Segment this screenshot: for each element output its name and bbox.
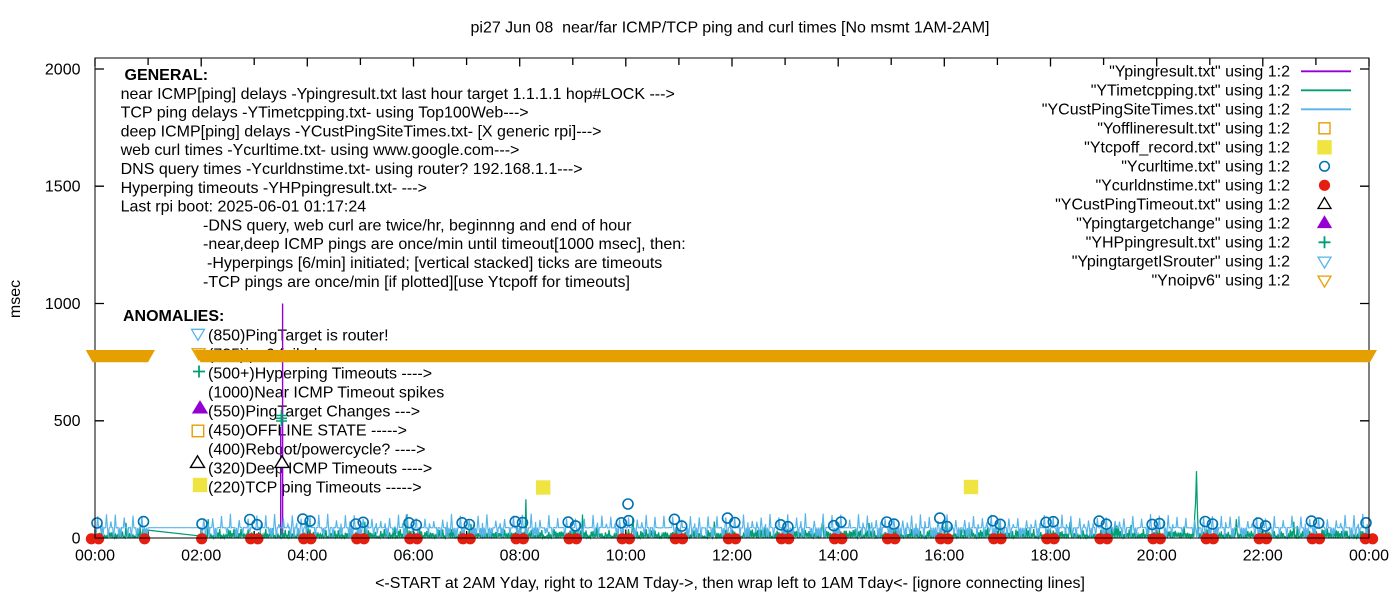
svg-text:(1000)Near ICMP Timeout spikes: (1000)Near ICMP Timeout spikes xyxy=(208,384,444,401)
svg-text:(320)Deep ICMP Timeouts ---->: (320)Deep ICMP Timeouts ----> xyxy=(208,460,432,477)
svg-text:(220)TCP ping Timeouts ----->: (220)TCP ping Timeouts -----> xyxy=(208,479,422,496)
svg-text:14:00: 14:00 xyxy=(818,548,858,565)
svg-text:web curl times -Ycurltime.txt-: web curl times -Ycurltime.txt- using www… xyxy=(120,142,520,159)
svg-text:"Ytcpoff_record.txt" using 1:2: "Ytcpoff_record.txt" using 1:2 xyxy=(1084,140,1290,157)
svg-text:msec: msec xyxy=(7,280,24,318)
svg-text:1500: 1500 xyxy=(45,179,81,196)
svg-text:-near,deep ICMP pings are once: -near,deep ICMP pings are once/min until… xyxy=(203,236,686,253)
svg-text:"YTimetcpping.txt" using 1:2: "YTimetcpping.txt" using 1:2 xyxy=(1091,83,1290,100)
svg-text:"YHPpingresult.txt" using 1:2: "YHPpingresult.txt" using 1:2 xyxy=(1086,235,1290,252)
svg-text:DNS query times -Ycurldnstime.: DNS query times -Ycurldnstime.txt- using… xyxy=(121,161,583,178)
svg-text:1000: 1000 xyxy=(45,296,81,313)
svg-text:"YCustPingSiteTimes.txt" using: "YCustPingSiteTimes.txt" using 1:2 xyxy=(1042,102,1290,119)
svg-text:"Ypingresult.txt" using 1:2: "Ypingresult.txt" using 1:2 xyxy=(1109,64,1290,81)
svg-text:pi27 Jun 08 near/far ICMP/TCP: pi27 Jun 08 near/far ICMP/TCP ping and c… xyxy=(470,20,989,37)
svg-text:0: 0 xyxy=(72,530,81,547)
svg-text:(850)PingTarget is router!: (850)PingTarget is router! xyxy=(208,327,389,344)
svg-text:00:00: 00:00 xyxy=(75,548,115,565)
svg-text:"Yofflineresult.txt" using 1:2: "Yofflineresult.txt" using 1:2 xyxy=(1097,121,1290,138)
svg-text:(400)Reboot/powercycle? ---->: (400)Reboot/powercycle? ----> xyxy=(208,441,425,458)
svg-text:"Ycurltime.txt" using 1:2: "Ycurltime.txt" using 1:2 xyxy=(1121,159,1290,176)
svg-text:ANOMALIES:: ANOMALIES: xyxy=(123,308,224,325)
svg-text:-Hyperpings [6/min] initiated;: -Hyperpings [6/min] initiated; [vertical… xyxy=(207,255,662,272)
svg-text:deep ICMP[ping] delays -YCustP: deep ICMP[ping] delays -YCustPingSiteTim… xyxy=(121,123,602,140)
svg-text:(450)OFFLINE STATE ----->: (450)OFFLINE STATE -----> xyxy=(208,422,407,439)
svg-text:"Ypingtargetchange" using 1:2: "Ypingtargetchange" using 1:2 xyxy=(1076,216,1290,233)
svg-text:22:00: 22:00 xyxy=(1243,548,1283,565)
svg-text:2000: 2000 xyxy=(45,61,81,78)
svg-text:Hyperping timeouts -YHPpingres: Hyperping timeouts -YHPpingresult.txt- -… xyxy=(121,180,427,197)
svg-text:00:00: 00:00 xyxy=(1349,548,1389,565)
svg-text:"Ycurldnstime.txt" using 1:2: "Ycurldnstime.txt" using 1:2 xyxy=(1095,178,1290,195)
svg-text:08:00: 08:00 xyxy=(500,548,540,565)
svg-text:-DNS query, web curl are twice: -DNS query, web curl are twice/hr, begin… xyxy=(203,217,632,234)
svg-text:16:00: 16:00 xyxy=(924,548,964,565)
svg-text:near ICMP[ping] delays -Ypingr: near ICMP[ping] delays -Ypingresult.txt … xyxy=(121,86,675,103)
svg-text:-TCP pings are once/min [if pl: -TCP pings are once/min [if plotted][use… xyxy=(203,274,630,291)
svg-text:"YCustPingTimeout.txt" using 1: "YCustPingTimeout.txt" using 1:2 xyxy=(1055,197,1290,214)
svg-text:"Ynoipv6" using 1:2: "Ynoipv6" using 1:2 xyxy=(1151,273,1290,290)
svg-text:TCP ping delays -YTimetcpping.: TCP ping delays -YTimetcpping.txt- using… xyxy=(121,105,529,122)
svg-text:04:00: 04:00 xyxy=(287,548,327,565)
svg-text:10:00: 10:00 xyxy=(606,548,646,565)
svg-text:02:00: 02:00 xyxy=(181,548,221,565)
svg-text:(550)PingTarget Changes --->: (550)PingTarget Changes ---> xyxy=(208,403,420,420)
svg-text:12:00: 12:00 xyxy=(712,548,752,565)
svg-text:(500+)Hyperping Timeouts ---->: (500+)Hyperping Timeouts ----> xyxy=(208,365,432,382)
svg-text:<-START at 2AM Yday, right to: <-START at 2AM Yday, right to 12AM Tday-… xyxy=(375,575,1085,592)
svg-text:18:00: 18:00 xyxy=(1030,548,1070,565)
svg-text:GENERAL:: GENERAL: xyxy=(125,67,209,84)
svg-text:500: 500 xyxy=(54,413,81,430)
svg-text:"YpingtargetISrouter" using 1:: "YpingtargetISrouter" using 1:2 xyxy=(1072,254,1290,271)
svg-text:Last rpi boot: 2025-06-01 01:1: Last rpi boot: 2025-06-01 01:17:24 xyxy=(121,199,367,216)
svg-text:20:00: 20:00 xyxy=(1137,548,1177,565)
svg-text:06:00: 06:00 xyxy=(393,548,433,565)
